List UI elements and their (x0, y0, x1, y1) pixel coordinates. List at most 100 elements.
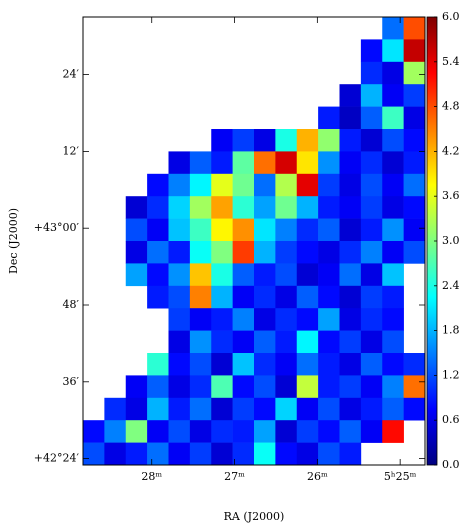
x-axis-label: RA (J2000) (224, 510, 285, 523)
cell (104, 420, 127, 443)
cell (296, 173, 319, 197)
cell (382, 106, 404, 130)
cell (232, 151, 255, 175)
cell (318, 330, 340, 354)
cell (360, 84, 383, 107)
cell (318, 420, 340, 443)
cell (168, 375, 191, 399)
cell (232, 241, 255, 264)
cell (211, 330, 233, 354)
cell (275, 173, 298, 197)
cell (83, 442, 105, 466)
cell (211, 241, 233, 264)
cell (189, 151, 212, 175)
cell (360, 129, 383, 152)
cell (339, 397, 362, 421)
cell (403, 397, 426, 421)
cell (211, 353, 233, 376)
cell (382, 330, 404, 354)
cell (232, 375, 255, 399)
cell (168, 263, 191, 287)
cell (360, 151, 383, 175)
cell (211, 308, 233, 331)
y-tick-label: +42°24′ (34, 452, 80, 465)
cell (339, 420, 362, 443)
cell (125, 196, 148, 219)
colorbar-tick-label: 0.6 (442, 413, 460, 426)
cell (382, 285, 404, 309)
cell (275, 285, 298, 309)
colorbar-tick-label: 3.0 (442, 234, 460, 247)
cell (211, 420, 233, 443)
cell (168, 196, 191, 219)
cell (318, 129, 340, 152)
cell (254, 442, 276, 466)
cell (275, 263, 298, 287)
colorbar-tick-label: 2.4 (442, 279, 460, 292)
cell (189, 285, 212, 309)
cell (360, 263, 383, 287)
cell (403, 39, 426, 63)
cell (275, 375, 298, 399)
cell (339, 375, 362, 399)
cell (360, 308, 383, 331)
cell (403, 353, 426, 376)
cell (211, 173, 233, 197)
cell (189, 196, 212, 219)
cell (403, 375, 426, 399)
cell (168, 285, 191, 309)
cell (125, 241, 148, 264)
cell (168, 151, 191, 175)
cell (211, 263, 233, 287)
cell (296, 397, 319, 421)
colorbar-tick-label: 3.6 (442, 189, 460, 202)
cell (211, 375, 233, 399)
cell (360, 375, 383, 399)
colorbar-tick-label: 4.8 (442, 100, 460, 113)
cell (104, 397, 127, 421)
cell (339, 285, 362, 309)
cell (211, 151, 233, 175)
cell (168, 397, 191, 421)
cell (232, 442, 255, 466)
cell (382, 39, 404, 63)
colorbar-tick-label: 1.8 (442, 324, 460, 337)
cell (189, 397, 212, 421)
cell (318, 397, 340, 421)
cell (254, 420, 276, 443)
cell (403, 218, 426, 242)
cell (125, 263, 148, 287)
cell (360, 173, 383, 197)
cell (382, 420, 404, 443)
cell (189, 173, 212, 197)
cell (339, 151, 362, 175)
cell (339, 196, 362, 219)
cell (403, 196, 426, 219)
cell (254, 241, 276, 264)
cell (403, 17, 426, 40)
cell (254, 263, 276, 287)
cell (275, 442, 298, 466)
cell (318, 106, 340, 130)
cell (254, 397, 276, 421)
cell (147, 263, 169, 287)
cell (168, 308, 191, 331)
cell (189, 442, 212, 466)
cell (211, 129, 233, 152)
cell (318, 263, 340, 287)
cell (275, 196, 298, 219)
cell (360, 218, 383, 242)
cell (232, 196, 255, 219)
cell (189, 308, 212, 331)
cell (232, 263, 255, 287)
cell (339, 442, 362, 466)
cell (211, 285, 233, 309)
cell (339, 173, 362, 197)
cell (232, 353, 255, 376)
cell (296, 330, 319, 354)
cell (125, 420, 148, 443)
cell (147, 285, 169, 309)
x-tick-label: 27ᵐ (224, 470, 245, 483)
y-tick-label: 48′ (63, 298, 80, 311)
